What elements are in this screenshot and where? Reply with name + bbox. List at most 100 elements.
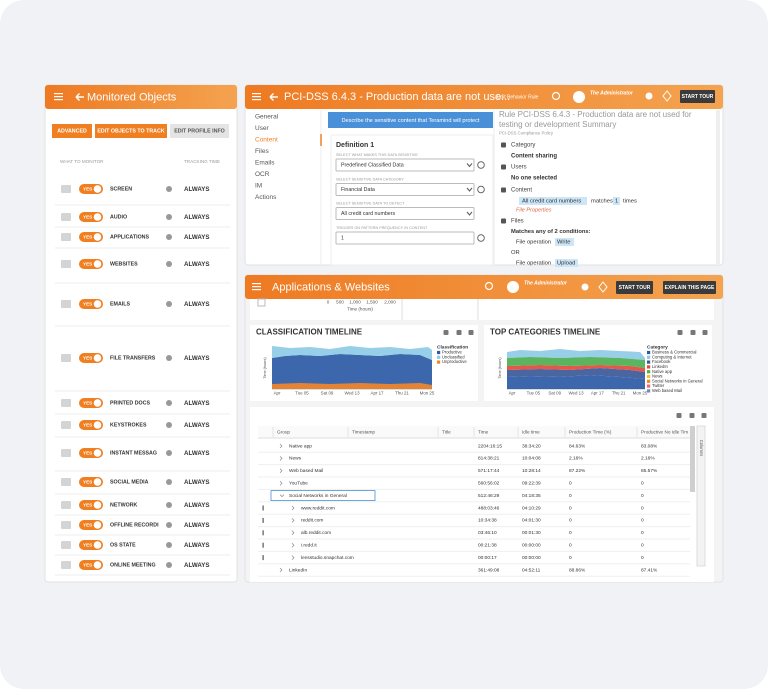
nav-item[interactable]: OCR bbox=[255, 171, 270, 178]
summary-value: File operation bbox=[516, 261, 551, 267]
column-header[interactable]: Timestamp bbox=[352, 430, 375, 435]
button-label[interactable]: ADVANCED bbox=[57, 128, 87, 134]
toggle-label[interactable]: YES bbox=[83, 356, 92, 361]
row-label: NETWORK bbox=[110, 503, 138, 509]
expand-caret bbox=[291, 555, 295, 560]
toggle-label[interactable]: YES bbox=[83, 423, 92, 428]
column-header: WHAT TO MONITOR bbox=[60, 159, 104, 164]
scrollbar bbox=[690, 426, 695, 492]
button-label[interactable]: EDIT OBJECTS TO TRACK bbox=[97, 128, 164, 134]
info-icon bbox=[166, 422, 172, 428]
column-header[interactable]: Group bbox=[277, 430, 290, 435]
nav-item[interactable]: IM bbox=[255, 183, 262, 190]
table-cell: 0 bbox=[641, 480, 644, 486]
column-header[interactable]: Idle time bbox=[522, 430, 540, 435]
panel-title: PCI-DSS 6.4.3 - Production data are not … bbox=[284, 91, 510, 103]
legend-label: Twitter bbox=[652, 383, 665, 388]
toggle-label[interactable]: YES bbox=[83, 302, 92, 307]
nav-item[interactable]: Emails bbox=[255, 160, 275, 167]
toggle-label[interactable]: YES bbox=[83, 262, 92, 267]
info-icon bbox=[166, 400, 172, 406]
row-label: INSTANT MESSAG bbox=[110, 451, 157, 457]
axis-tick-label: 0 bbox=[327, 300, 330, 305]
table-cell: 361:49:08 bbox=[478, 567, 500, 573]
toggle-label[interactable]: YES bbox=[83, 235, 92, 240]
user-name: The Administrator bbox=[524, 280, 568, 286]
search-icon bbox=[551, 91, 561, 101]
expand-caret bbox=[291, 530, 295, 536]
toggle-label[interactable]: YES bbox=[83, 523, 92, 528]
summary-link[interactable]: File Properties bbox=[516, 207, 552, 213]
tracking-time: ALWAYS bbox=[184, 234, 210, 241]
tracking-time: ALWAYS bbox=[184, 542, 210, 549]
side-label[interactable]: Columns bbox=[699, 440, 704, 457]
nav-item[interactable]: Content bbox=[255, 137, 278, 144]
select-value[interactable]: Predefined Classified Data bbox=[341, 163, 404, 169]
menu-icon-bar bbox=[252, 96, 261, 98]
panel-header bbox=[245, 275, 723, 299]
column-header[interactable]: Production Time (%) bbox=[569, 430, 612, 435]
legend-swatch bbox=[647, 374, 651, 379]
nav-item[interactable]: Actions bbox=[255, 194, 277, 201]
toggle-label[interactable]: YES bbox=[83, 503, 92, 508]
button bbox=[616, 281, 653, 294]
toggle-label[interactable]: YES bbox=[83, 187, 92, 192]
table-cell: 87.22% bbox=[569, 468, 586, 474]
row-label: EMAILS bbox=[110, 302, 130, 308]
panel-header bbox=[245, 85, 723, 109]
row-icon bbox=[61, 421, 71, 429]
panel-title: Applications & Websites bbox=[272, 281, 390, 293]
row-label: SCREEN bbox=[110, 187, 132, 193]
select-value[interactable]: All credit card numbers bbox=[341, 211, 396, 217]
card-icon bbox=[676, 413, 682, 418]
select-value[interactable]: Financial Data bbox=[341, 187, 375, 193]
table-cell: 2.16% bbox=[569, 456, 583, 462]
select-value[interactable]: 1 bbox=[341, 236, 344, 242]
toggle-label[interactable]: YES bbox=[83, 215, 92, 220]
column-header[interactable]: Time bbox=[478, 430, 489, 435]
section-icon bbox=[501, 142, 506, 148]
table-cell: 0 bbox=[641, 505, 644, 511]
button-label[interactable]: START TOUR bbox=[619, 285, 651, 291]
card-icon bbox=[468, 330, 474, 335]
row-handle bbox=[262, 555, 264, 561]
card-icon bbox=[689, 413, 695, 418]
toggle-label[interactable]: YES bbox=[83, 451, 92, 456]
summary-value: No one selected bbox=[511, 176, 557, 182]
summary-value: All credit card numbers bbox=[522, 199, 581, 205]
toggle-label[interactable]: YES bbox=[83, 563, 92, 568]
toggle-label[interactable]: YES bbox=[83, 480, 92, 485]
column-header[interactable]: Productive No Idle Tim bbox=[641, 430, 688, 435]
button-label[interactable]: EXPLAIN THIS PAGE bbox=[665, 285, 715, 291]
expand-caret bbox=[291, 505, 295, 511]
toggle-knob bbox=[93, 399, 102, 407]
field-label: SELECT SENSITIVE DATA TO DETECT bbox=[336, 202, 405, 206]
button-label[interactable]: EDIT PROFILE INFO bbox=[174, 128, 225, 134]
table-cell: Web based Mail bbox=[289, 468, 323, 474]
x-tick-label: Thu 21 bbox=[612, 391, 626, 396]
nav-item[interactable]: Files bbox=[255, 148, 269, 155]
select bbox=[335, 207, 475, 220]
info-icon bbox=[166, 479, 172, 485]
table-cell: 10:04:08 bbox=[522, 456, 541, 462]
toggle-label[interactable]: YES bbox=[83, 543, 92, 548]
expand-caret bbox=[279, 567, 283, 573]
panel-header bbox=[45, 85, 237, 109]
button-label[interactable]: START TOUR bbox=[682, 94, 714, 100]
help-icon bbox=[477, 185, 485, 194]
legend-swatch bbox=[647, 384, 651, 388]
column-header[interactable]: Title bbox=[442, 430, 451, 435]
legend-label: Native app bbox=[652, 369, 673, 374]
table-cell: 88.86% bbox=[569, 567, 586, 573]
legend-swatch bbox=[647, 389, 651, 393]
row-icon bbox=[61, 399, 71, 407]
row-handle bbox=[262, 517, 264, 523]
chart-title: TOP CATEGORIES TIMELINE bbox=[490, 328, 601, 337]
section-icon bbox=[501, 164, 506, 170]
legend-label: Unclassified bbox=[442, 354, 465, 359]
row-icon bbox=[61, 541, 71, 549]
toggle-label[interactable]: YES bbox=[83, 401, 92, 406]
nav-item[interactable]: General bbox=[255, 114, 279, 121]
toggle-knob bbox=[93, 185, 102, 193]
nav-item[interactable]: User bbox=[255, 125, 270, 132]
